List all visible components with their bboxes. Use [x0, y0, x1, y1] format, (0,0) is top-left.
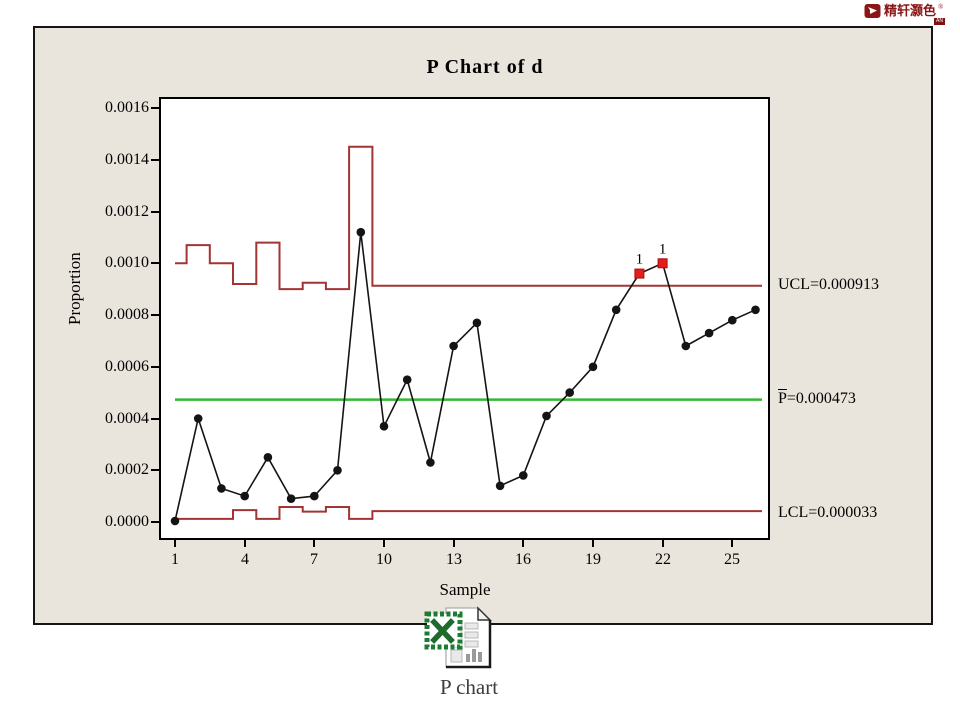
- chart-title: P Chart of d: [426, 56, 544, 78]
- y-tick-label: 0.0002: [105, 461, 149, 478]
- x-tick-label: 10: [376, 551, 392, 568]
- y-tick-label: 0.0012: [105, 203, 149, 220]
- brand-logo-tag: AN: [934, 18, 945, 25]
- x-tickmark: [592, 540, 594, 547]
- data-point: [426, 458, 435, 467]
- y-tick-label: 0.0008: [105, 306, 149, 323]
- ucl-label: UCL=0.000913: [778, 276, 880, 293]
- y-tickmark: [151, 366, 159, 368]
- y-tickmark: [151, 211, 159, 213]
- data-point: [170, 516, 180, 526]
- lcl-label: LCL=0.000033: [778, 504, 878, 521]
- data-point: [310, 491, 319, 501]
- x-tickmark: [383, 540, 385, 547]
- y-tick-label: 0.0006: [105, 358, 149, 375]
- y-tick-label: 0.0016: [105, 99, 149, 116]
- y-tickmark: [151, 469, 159, 471]
- excel-file-icon[interactable]: [424, 601, 498, 673]
- data-point: [704, 328, 714, 338]
- x-tick-label: 16: [515, 551, 531, 568]
- data-point: [495, 481, 505, 491]
- registered-mark: ®: [938, 3, 944, 11]
- data-point: [542, 411, 551, 421]
- flag-label: 1: [636, 252, 644, 268]
- y-tickmark: [151, 521, 159, 523]
- x-tick-label: 19: [585, 551, 601, 568]
- out-of-control-point: [634, 268, 645, 279]
- pbar-symbol: P: [778, 390, 787, 407]
- data-point: [240, 491, 249, 501]
- y-tick-label: 0.0000: [105, 513, 149, 530]
- x-tickmark: [313, 540, 315, 547]
- data-point: [333, 466, 342, 475]
- flag-label: 1: [659, 241, 667, 257]
- data-point: [472, 318, 482, 328]
- brand-logo: 精轩灏色 ® AN: [864, 3, 959, 31]
- out-of-control-point: [657, 258, 668, 269]
- data-point: [356, 227, 366, 237]
- x-tickmark: [731, 540, 733, 547]
- x-tick-label: 4: [241, 551, 249, 568]
- lcl-line: [175, 506, 762, 520]
- data-point: [565, 388, 574, 397]
- data-point: [286, 494, 296, 504]
- data-point: [588, 362, 598, 372]
- x-tick-label: 22: [655, 551, 671, 568]
- data-point: [751, 305, 760, 315]
- data-point: [728, 315, 737, 325]
- x-axis-title: Sample: [439, 580, 491, 599]
- brand-logo-text: 精轩灏色: [884, 3, 937, 18]
- data-point: [519, 471, 528, 480]
- data-point: [193, 414, 203, 423]
- data-point: [681, 341, 691, 351]
- data-point: [217, 484, 226, 493]
- y-tick-label: 0.0014: [105, 151, 149, 168]
- y-tickmark: [151, 159, 159, 161]
- x-tick-label: 7: [310, 551, 318, 568]
- data-point: [449, 341, 458, 351]
- x-tickmark: [453, 540, 455, 547]
- brand-logo-icon: [864, 4, 881, 18]
- x-tick-label: 1: [171, 551, 179, 568]
- y-tick-label: 0.0010: [105, 254, 149, 271]
- data-point: [402, 375, 412, 385]
- excel-object-caption: P chart: [439, 675, 499, 699]
- x-tickmark: [522, 540, 524, 547]
- center-value-text: =0.000473: [786, 390, 856, 407]
- y-tickmark: [151, 418, 159, 420]
- x-tickmark: [174, 540, 176, 547]
- x-tick-label: 13: [446, 551, 462, 568]
- x-tickmark: [244, 540, 246, 547]
- data-point: [611, 305, 621, 315]
- data-point: [263, 453, 273, 462]
- y-tick-label: 0.0004: [105, 410, 149, 427]
- y-tickmark: [151, 262, 159, 264]
- y-tickmark: [151, 314, 159, 316]
- data-point: [379, 422, 389, 431]
- center-line-label: P=0.000473: [778, 390, 856, 408]
- x-tick-label: 25: [724, 551, 740, 568]
- y-axis-title: Proportion: [65, 252, 85, 325]
- y-tickmark: [151, 107, 159, 109]
- x-tickmark: [662, 540, 664, 547]
